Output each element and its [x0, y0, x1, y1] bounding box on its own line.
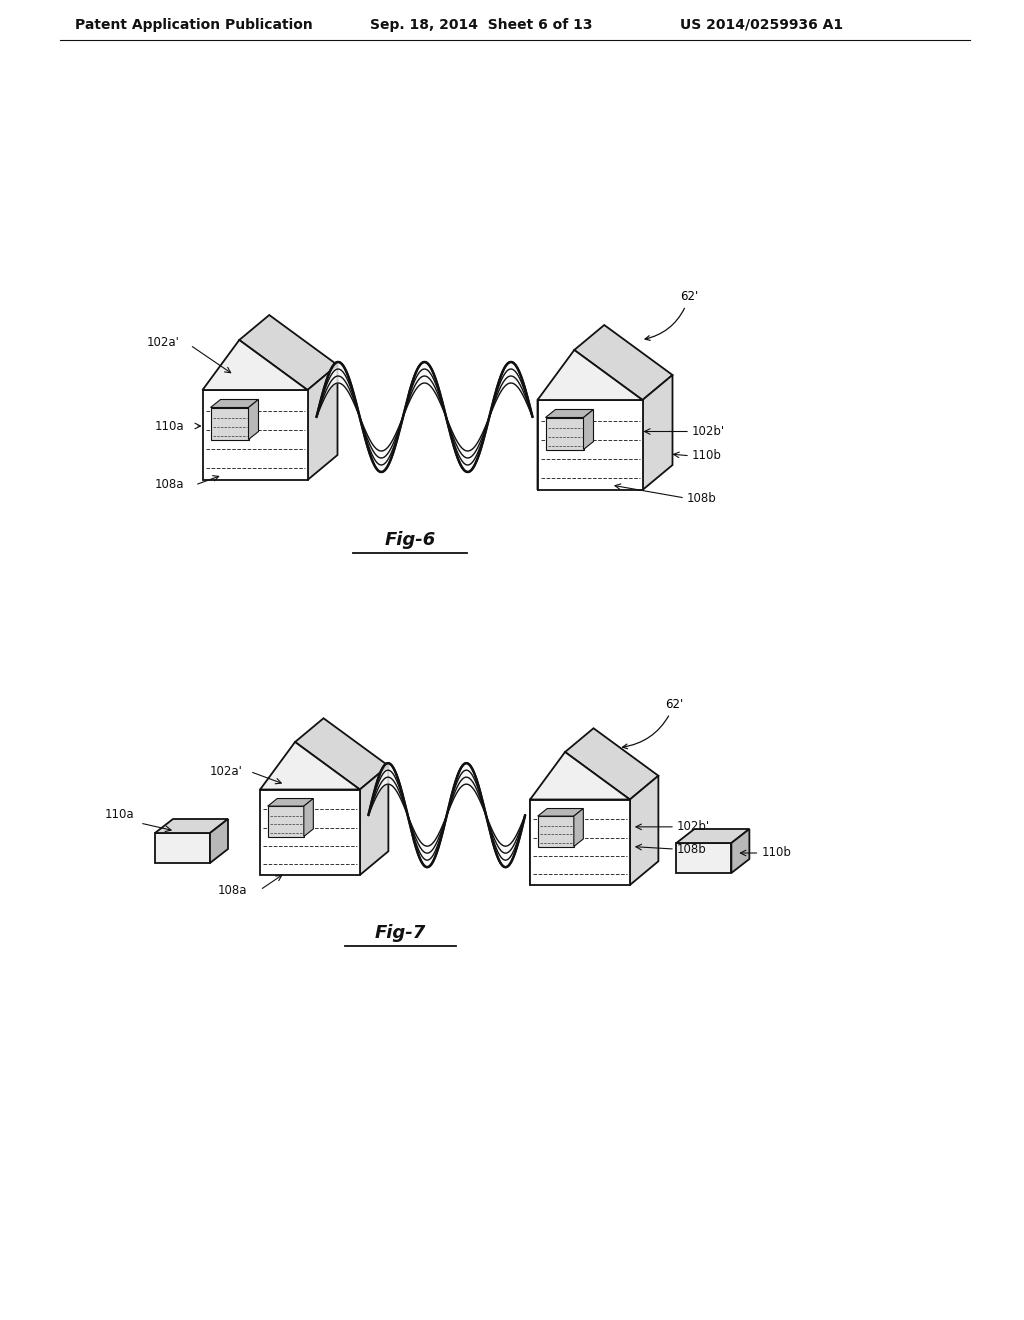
- Polygon shape: [546, 409, 594, 417]
- Text: 108a: 108a: [218, 883, 248, 896]
- Polygon shape: [538, 400, 642, 490]
- Text: 108a: 108a: [155, 479, 184, 491]
- Text: Fig-7: Fig-7: [375, 924, 426, 942]
- Polygon shape: [267, 799, 313, 807]
- Polygon shape: [155, 833, 210, 863]
- Polygon shape: [731, 829, 750, 873]
- Polygon shape: [530, 776, 559, 884]
- Text: Sep. 18, 2014  Sheet 6 of 13: Sep. 18, 2014 Sheet 6 of 13: [370, 18, 593, 32]
- Polygon shape: [573, 809, 584, 846]
- Text: Patent Application Publication: Patent Application Publication: [75, 18, 312, 32]
- Polygon shape: [203, 389, 307, 480]
- Polygon shape: [203, 341, 307, 389]
- Polygon shape: [538, 809, 584, 816]
- Polygon shape: [307, 366, 338, 480]
- Text: 110b: 110b: [692, 449, 722, 462]
- Polygon shape: [642, 375, 673, 490]
- Polygon shape: [210, 818, 228, 863]
- Polygon shape: [304, 799, 313, 837]
- Text: 102b': 102b': [692, 425, 725, 438]
- Polygon shape: [530, 800, 630, 884]
- Text: 62': 62': [623, 698, 683, 748]
- Text: 110b: 110b: [762, 846, 792, 859]
- Text: 102b': 102b': [677, 820, 710, 833]
- Polygon shape: [249, 400, 258, 440]
- Polygon shape: [538, 350, 642, 400]
- Polygon shape: [538, 375, 567, 490]
- Polygon shape: [295, 718, 388, 789]
- Polygon shape: [203, 366, 338, 389]
- Text: US 2014/0259936 A1: US 2014/0259936 A1: [680, 18, 843, 32]
- Polygon shape: [565, 729, 658, 800]
- Text: Fig-6: Fig-6: [384, 531, 435, 549]
- Polygon shape: [574, 325, 673, 400]
- Polygon shape: [211, 400, 258, 408]
- Polygon shape: [211, 408, 249, 440]
- Text: 62': 62': [645, 290, 698, 341]
- Polygon shape: [677, 829, 750, 843]
- Polygon shape: [546, 417, 584, 450]
- Polygon shape: [630, 776, 658, 884]
- Text: 102a': 102a': [210, 766, 243, 777]
- Polygon shape: [530, 776, 658, 800]
- Text: 102a': 102a': [147, 335, 180, 348]
- Text: 108b: 108b: [677, 842, 707, 855]
- Polygon shape: [359, 766, 388, 875]
- Polygon shape: [260, 766, 388, 789]
- Polygon shape: [240, 315, 338, 389]
- Polygon shape: [155, 818, 228, 833]
- Text: 110a: 110a: [155, 420, 184, 433]
- Polygon shape: [677, 843, 731, 873]
- Text: 108b: 108b: [687, 491, 717, 504]
- Polygon shape: [584, 409, 594, 450]
- Polygon shape: [530, 752, 630, 800]
- Text: 110a: 110a: [105, 808, 134, 821]
- Polygon shape: [538, 375, 673, 400]
- Polygon shape: [538, 816, 573, 846]
- Polygon shape: [260, 742, 359, 789]
- Polygon shape: [260, 789, 359, 875]
- Polygon shape: [267, 807, 304, 837]
